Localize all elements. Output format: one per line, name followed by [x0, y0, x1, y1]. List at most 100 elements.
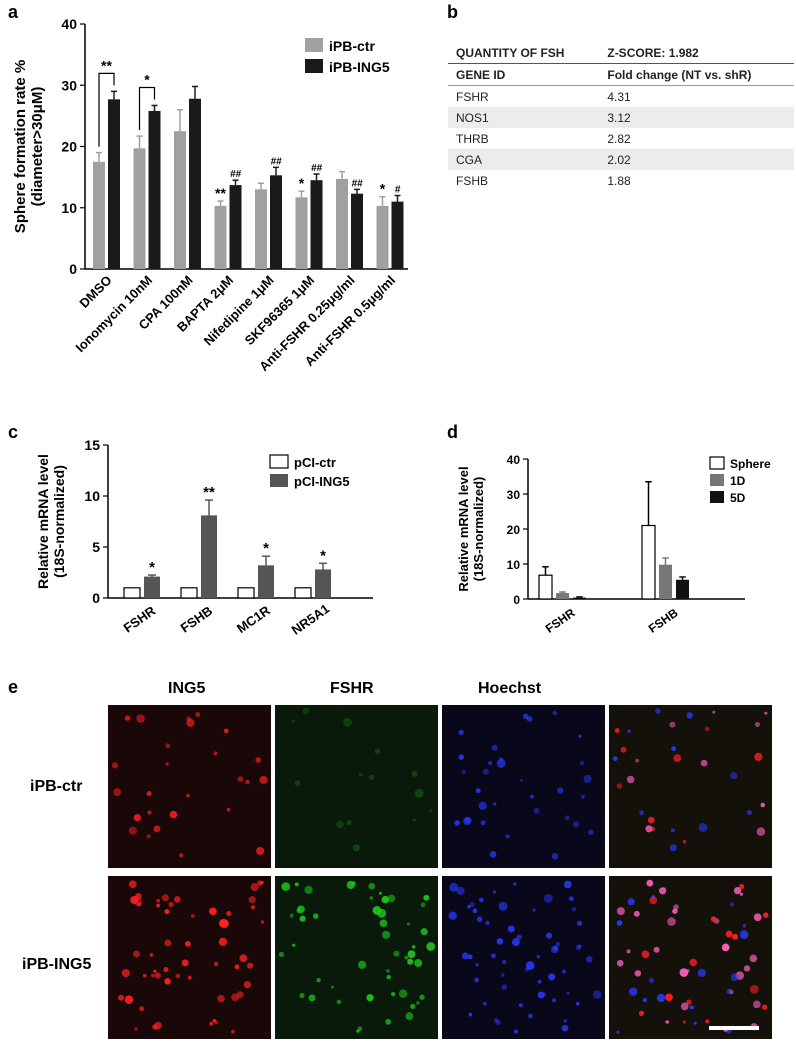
- y-tick-label: 10: [507, 558, 521, 572]
- cell-spot: [250, 883, 259, 892]
- cell-spot: [653, 946, 660, 953]
- cell-spot: [390, 992, 396, 997]
- cell-spot: [410, 1003, 416, 1009]
- cell-spot: [124, 715, 131, 721]
- cell-spot: [634, 970, 642, 977]
- bar-ipb-ing5: [310, 180, 323, 269]
- table-cell-fold: 4.31: [607, 89, 631, 104]
- table-row: THRB 2.82: [448, 128, 794, 149]
- cell-spot: [627, 898, 635, 906]
- cell-spot: [405, 1012, 414, 1021]
- legend-label: 1D: [730, 474, 746, 488]
- cell-spot: [520, 778, 524, 782]
- cell-spot: [739, 930, 749, 939]
- cell-spot: [478, 801, 487, 810]
- cell-spot: [726, 988, 732, 994]
- cell-spot: [680, 1002, 689, 1011]
- cell-spot: [646, 879, 654, 887]
- cell-spot: [404, 955, 409, 960]
- cell-spot: [616, 1030, 620, 1034]
- cell-spot: [647, 816, 655, 824]
- cell-spot: [485, 920, 490, 926]
- bar-ipb-ing5: [108, 99, 120, 270]
- cell-spot: [635, 758, 640, 763]
- panel-letter-b: b: [447, 2, 458, 22]
- cell-spot: [218, 937, 227, 947]
- cell-spot: [153, 969, 157, 973]
- y-axis-label: Sphere formation rate %: [12, 60, 29, 233]
- cell-spot: [316, 977, 321, 983]
- legend-label: 5D: [730, 491, 746, 505]
- table-col-fold-change: Fold change (NT vs. shR): [599, 63, 794, 86]
- micrograph-ipb-ctr-ing5: [108, 705, 271, 868]
- bar-1d: [659, 564, 672, 599]
- cell-spot: [142, 973, 147, 978]
- cell-spot: [669, 844, 677, 852]
- cell-spot: [682, 1020, 686, 1024]
- table-title-right: Z-SCORE: 1.982: [607, 45, 699, 60]
- bar-ipb-ctr: [133, 148, 146, 269]
- cell-spot: [537, 979, 542, 984]
- significance-mark: *: [149, 559, 155, 576]
- cell-spot: [294, 882, 299, 887]
- cell-spot: [186, 793, 190, 798]
- cell-spot: [742, 923, 747, 928]
- table-cell-gene: FSHR: [456, 89, 489, 104]
- cell-spot: [234, 964, 240, 970]
- table-cell-fold: 1.88: [607, 173, 631, 188]
- table-cell-gene: NOS1: [448, 107, 600, 128]
- cell-spot: [616, 959, 624, 967]
- cell-spot: [753, 913, 762, 922]
- cell-spot: [195, 712, 201, 718]
- cell-spot: [673, 904, 679, 910]
- cell-spot: [739, 883, 745, 890]
- cell-spot: [669, 721, 676, 728]
- panel-letter-d: d: [447, 422, 458, 442]
- x-tick-label: FSHR: [543, 605, 578, 635]
- cell-spot: [592, 990, 602, 999]
- cell-spot: [700, 759, 708, 767]
- table-row: NOS1 3.12: [448, 107, 794, 128]
- significance-mark: ##: [230, 169, 242, 180]
- cell-spot: [458, 754, 465, 760]
- cell-spot: [705, 726, 710, 732]
- cell-spot: [532, 908, 536, 912]
- significance-mark: *: [263, 540, 269, 557]
- cell-spot: [139, 1006, 145, 1012]
- cell-spot: [555, 941, 560, 947]
- cell-spot: [493, 802, 497, 806]
- legend-label: Sphere: [730, 457, 771, 471]
- cell-spot: [174, 896, 181, 903]
- table-cell-fold: 3.12: [599, 107, 794, 128]
- significance-bracket: [98, 72, 115, 147]
- cell-spot: [133, 950, 140, 958]
- table-cell-fold: 2.82: [607, 131, 631, 146]
- cell-spot: [161, 894, 169, 902]
- bar-pci-ing5: [258, 565, 274, 598]
- bar-ipb-ing5: [189, 98, 201, 269]
- cell-spot: [412, 945, 416, 949]
- y-axis-label: Relative mRNA level: [35, 454, 51, 589]
- cell-spot: [231, 993, 239, 1002]
- cell-spot: [387, 894, 396, 903]
- cell-spot: [149, 953, 154, 957]
- cell-spot: [245, 779, 250, 785]
- cell-spot: [746, 809, 753, 816]
- cell-spot: [474, 977, 479, 983]
- cell-spot: [571, 907, 576, 912]
- cell-spot: [186, 716, 191, 722]
- cell-spot: [154, 972, 161, 979]
- cell-spot: [239, 954, 248, 963]
- cell-spot: [754, 721, 760, 728]
- cell-spot: [749, 984, 759, 994]
- cell-spot: [461, 952, 469, 960]
- cell-spot: [649, 896, 658, 905]
- cell-spot: [712, 710, 716, 714]
- table-cell-fold: 2.02: [599, 149, 794, 170]
- cell-spot: [576, 1002, 580, 1006]
- cell-spot: [134, 1027, 138, 1031]
- cell-spot: [576, 944, 582, 950]
- cell-spot: [291, 719, 296, 724]
- cell-spot: [725, 930, 733, 938]
- cell-spot: [111, 762, 119, 769]
